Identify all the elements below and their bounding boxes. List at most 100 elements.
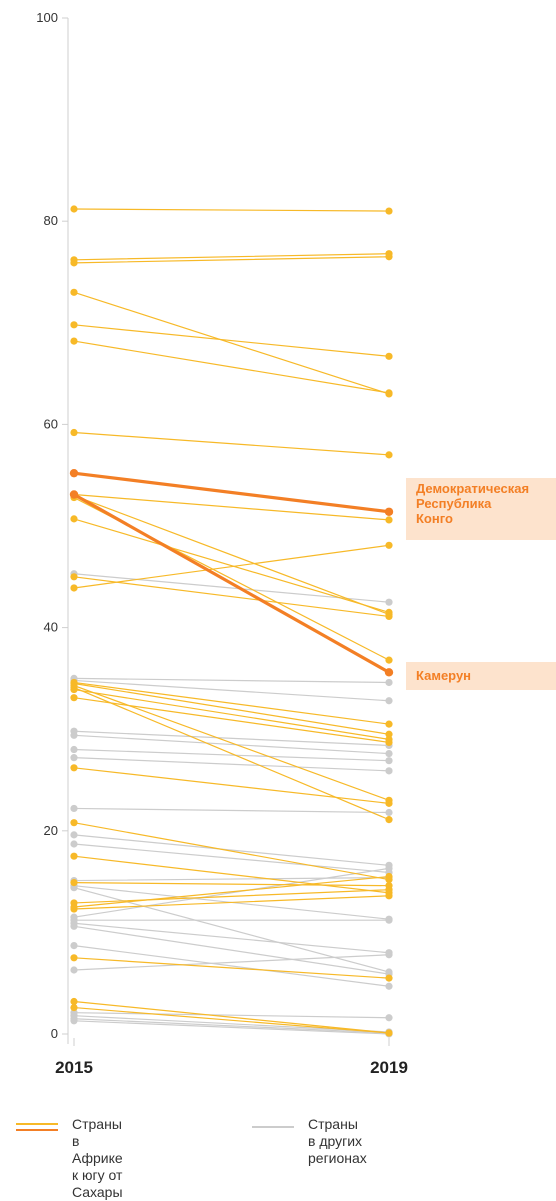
highlight-series-point-2015-0 — [69, 468, 79, 478]
ssa-series-line-18 — [73, 697, 390, 744]
ssa-series-point-2019-16 — [385, 816, 393, 824]
ssa-series-point-2015-11 — [70, 573, 78, 581]
callout-label-0-line-2: Конго — [416, 511, 453, 526]
ssa-series-line-17 — [73, 688, 390, 740]
ssa-series-point-2015-18 — [70, 694, 78, 702]
ssa-series-point-2019-19 — [385, 799, 393, 807]
other-series-line-22 — [73, 1020, 390, 1035]
callout-box-0 — [406, 478, 556, 540]
y-tick-label-0: 0 — [51, 1026, 58, 1041]
ssa-series-point-2015-10 — [70, 515, 78, 523]
callout-box-1 — [406, 662, 556, 690]
highlight-series-point-2019-0 — [384, 507, 394, 516]
other-series-line-21 — [73, 1018, 390, 1034]
other-series-point-2015-5 — [70, 745, 78, 754]
ssa-series-line-24 — [73, 875, 390, 908]
legend-swatch-other — [252, 1126, 294, 1128]
other-series-line-17 — [73, 945, 390, 987]
highlight-series-line-1 — [72, 492, 391, 674]
other-series-point-2015-12 — [70, 884, 78, 892]
y-tick-label-80: 80 — [44, 213, 58, 228]
ssa-series-point-2019-14 — [385, 730, 393, 738]
other-series-point-2019-0 — [385, 598, 393, 606]
ssa-series-point-2019-12 — [385, 541, 393, 549]
other-series-line-13 — [73, 867, 390, 918]
ssa-series-line-22 — [73, 882, 390, 887]
y-tick-label-20: 20 — [44, 823, 58, 838]
callout-label-0-line-1: Республика — [416, 496, 492, 511]
other-series-point-2019-4 — [385, 749, 393, 758]
ssa-series-line-14 — [73, 682, 390, 735]
legend-label-other: Страны в других регионах — [308, 1116, 367, 1166]
other-series-point-2019-19 — [385, 1014, 393, 1022]
ssa-series-point-2019-0 — [385, 207, 393, 215]
x-tick-label-2019: 2019 — [370, 1058, 408, 1077]
highlight-series-point-2015-1 — [69, 490, 79, 499]
callout-label-1-line-0: Камерун — [416, 668, 471, 683]
other-series-line-12 — [73, 887, 390, 973]
ssa-series-line-25 — [73, 895, 390, 910]
ssa-series-point-2015-25 — [70, 905, 78, 913]
ssa-series-line-8 — [73, 494, 390, 615]
ssa-series-point-2015-27 — [70, 997, 78, 1006]
legend: Страны в Африке к югу от Сахары Страны в… — [16, 1116, 536, 1200]
other-series-point-2019-13 — [385, 864, 393, 872]
other-series-line-3 — [73, 730, 390, 747]
ssa-series-line-28 — [73, 1006, 390, 1034]
other-series-point-2015-8 — [70, 831, 78, 839]
ssa-series-point-2015-17 — [70, 685, 78, 694]
ssa-series-point-2015-26 — [70, 954, 78, 962]
ssa-series-point-2019-6 — [385, 451, 393, 459]
other-series-point-2015-7 — [70, 804, 78, 813]
other-series-line-0 — [73, 573, 390, 603]
ssa-series-line-21 — [73, 855, 390, 894]
other-series-point-2019-6 — [385, 767, 393, 775]
other-series-line-8 — [73, 834, 390, 866]
other-series-point-2019-7 — [385, 808, 393, 817]
ssa-series-line-20 — [73, 822, 390, 881]
ssa-series-line-19 — [73, 767, 390, 804]
ssa-series-point-2015-21 — [70, 852, 78, 860]
ssa-series-point-2015-5 — [70, 337, 78, 345]
ssa-series-point-2015-3 — [70, 288, 78, 296]
other-series-line-10 — [73, 876, 390, 882]
ssa-series-line-1 — [73, 253, 390, 261]
other-series-point-2019-1 — [385, 678, 393, 687]
ssa-series-point-2019-25 — [385, 892, 393, 900]
other-series-point-2015-6 — [70, 754, 78, 762]
highlight-series-point-2019-1 — [384, 668, 394, 677]
ssa-series-point-2015-0 — [70, 205, 78, 213]
other-series-point-2015-4 — [70, 731, 78, 739]
ssa-series-point-2019-4 — [385, 352, 393, 360]
other-series-line-18 — [73, 954, 390, 971]
other-series-point-2015-16 — [70, 922, 78, 930]
ssa-series-line-2 — [73, 256, 390, 264]
ssa-series-line-26 — [73, 957, 390, 979]
ssa-series-line-6 — [73, 431, 390, 456]
ssa-series-line-0 — [73, 208, 390, 212]
ssa-series-point-2015-20 — [70, 819, 78, 827]
ssa-series-line-10 — [73, 518, 390, 613]
ssa-series-line-7 — [73, 493, 390, 521]
ssa-series-line-3 — [73, 291, 390, 395]
ssa-series-point-2015-12 — [70, 584, 78, 592]
ssa-series-line-13 — [73, 681, 390, 725]
other-series-point-2015-17 — [70, 942, 78, 950]
other-series-line-9 — [73, 843, 390, 874]
other-series-point-2019-14 — [385, 916, 393, 924]
callout-label-0-line-0: Демократическая — [416, 481, 529, 496]
other-series-point-2015-18 — [70, 966, 78, 974]
other-series-line-16 — [73, 925, 390, 975]
other-series-point-2019-5 — [385, 757, 393, 765]
ssa-series-line-5 — [73, 340, 390, 394]
ssa-series-point-2019-11 — [385, 612, 393, 621]
slope-chart: 0 20 40 60 80 100 2015 2019 ДемократическаяРеспу… — [36, 10, 556, 1077]
ssa-series-point-2015-19 — [70, 764, 78, 772]
ssa-series-point-2019-13 — [385, 720, 393, 728]
other-series-point-2019-18 — [385, 951, 393, 959]
ssa-series-point-2015-22 — [70, 879, 78, 887]
ssa-series-line-11 — [73, 576, 390, 618]
other-series-line-15 — [73, 922, 390, 954]
y-tick-label-60: 60 — [44, 416, 58, 431]
ssa-series-point-2015-2 — [70, 259, 78, 267]
